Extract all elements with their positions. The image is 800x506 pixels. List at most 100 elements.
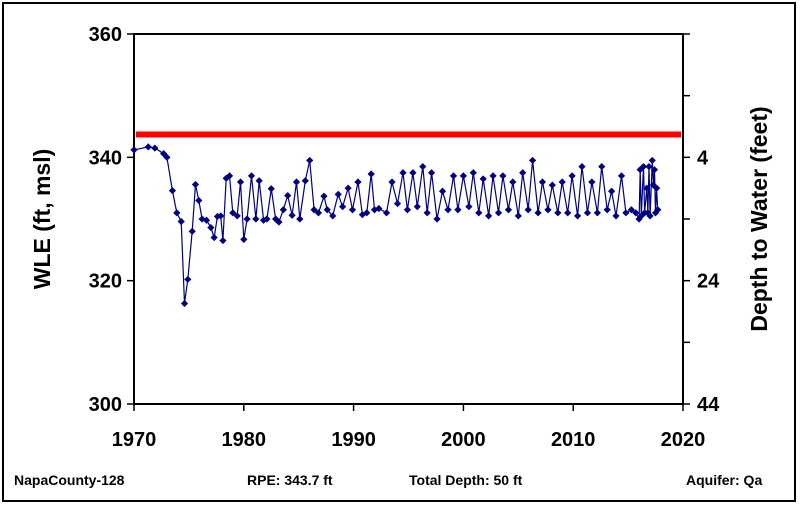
data-point (423, 209, 431, 217)
data-point (323, 206, 331, 214)
data-point (247, 172, 256, 180)
data-point (646, 212, 654, 220)
data-point (173, 209, 181, 217)
footer-total-depth: Total Depth: 50 ft (409, 472, 523, 488)
data-point (180, 299, 189, 308)
data-point (427, 169, 436, 177)
data-point (370, 206, 379, 214)
data-point (419, 162, 427, 171)
data-point (329, 212, 337, 220)
data-point (573, 212, 582, 220)
data-point (243, 215, 251, 223)
data-point (163, 153, 171, 161)
data-point (310, 206, 318, 214)
data-point (499, 172, 507, 180)
data-point (645, 162, 653, 171)
data-point (144, 143, 152, 151)
data-point (279, 206, 287, 214)
data-point (449, 172, 458, 180)
data-point (454, 206, 462, 214)
y-tick-label: 360 (89, 24, 122, 46)
data-point (339, 203, 347, 211)
data-point (617, 172, 626, 180)
data-point (191, 180, 200, 189)
data-point (363, 209, 371, 217)
data-point (151, 144, 159, 152)
data-point (296, 215, 304, 223)
data-point (314, 209, 323, 217)
data-point (240, 235, 248, 243)
data-point (504, 206, 513, 214)
data-point (358, 211, 366, 219)
data-point (252, 215, 260, 223)
x-tick-label: 1990 (331, 429, 376, 451)
data-point (598, 162, 606, 171)
data-point (648, 156, 656, 165)
footer-well-id: NapaCounty-128 (14, 472, 125, 488)
data-point (267, 185, 275, 193)
data-point (593, 209, 601, 217)
data-point (469, 169, 477, 177)
data-point (643, 184, 651, 192)
data-point (485, 212, 493, 220)
data-point (583, 209, 592, 217)
data-point (548, 181, 556, 189)
data-point (177, 217, 185, 226)
data-point (459, 172, 467, 180)
data-point (367, 170, 375, 178)
data-point (263, 215, 271, 223)
data-point (627, 206, 635, 214)
data-point (603, 206, 611, 214)
data-point (651, 209, 660, 217)
data-point (639, 162, 648, 171)
data-point (168, 187, 177, 195)
data-point (554, 209, 562, 217)
data-point (344, 184, 352, 192)
data-point (403, 206, 412, 214)
data-point (568, 172, 576, 180)
x-tick-label: 2010 (551, 429, 596, 451)
data-point (544, 206, 552, 214)
y-tick-label: 320 (89, 271, 122, 293)
data-point (514, 212, 522, 220)
footer-rpe: RPE: 343.7 ft (247, 472, 333, 488)
data-point (409, 169, 417, 177)
data-point (578, 162, 586, 171)
data-point (612, 212, 620, 220)
data-point (588, 178, 596, 186)
data-point (433, 215, 441, 223)
data-point (534, 209, 542, 217)
data-point (465, 203, 473, 211)
data-point (528, 156, 537, 165)
data-point (438, 187, 447, 195)
y2-tick-label: 44 (697, 394, 720, 416)
data-point (284, 191, 292, 200)
data-point (413, 203, 421, 211)
data-point (236, 178, 245, 186)
data-point (558, 178, 566, 186)
data-point (275, 218, 283, 226)
data-point (202, 216, 211, 224)
data-point (354, 178, 362, 186)
x-tick-label: 1980 (222, 429, 267, 451)
plot-area (133, 33, 684, 405)
data-point (494, 209, 503, 217)
data-point (292, 178, 301, 186)
data-point (509, 178, 517, 186)
data-point (301, 177, 309, 185)
data-point (524, 206, 532, 214)
data-point (608, 187, 616, 195)
data-point (184, 275, 192, 284)
data-point (399, 169, 407, 177)
data-point (130, 146, 138, 154)
y2-tick-label: 24 (697, 271, 720, 293)
data-point (225, 172, 234, 180)
data-point (654, 206, 662, 214)
data-point (334, 190, 342, 198)
data-point (622, 209, 630, 217)
data-point (348, 206, 357, 214)
data-point (475, 209, 483, 217)
data-point (259, 216, 268, 224)
data-point (653, 184, 661, 192)
